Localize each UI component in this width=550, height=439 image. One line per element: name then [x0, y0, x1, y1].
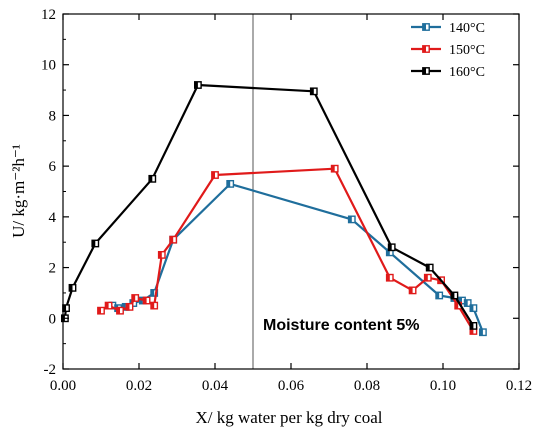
legend-label: 160°C — [449, 65, 485, 80]
data-point-fill — [451, 292, 455, 299]
x-tick-label: 0.02 — [126, 378, 152, 394]
series-line — [111, 182, 484, 333]
data-point-fill — [194, 81, 198, 89]
legend-item: 140°C — [411, 21, 485, 36]
legend-item: 160°C — [411, 65, 485, 80]
data-point-fill — [69, 284, 73, 292]
y-tick-label: -2 — [44, 362, 57, 378]
legend-marker-fill — [422, 67, 426, 75]
data-point-fill — [116, 307, 120, 314]
legend-label: 140°C — [449, 21, 485, 36]
data-point-fill — [470, 304, 474, 312]
legend-marker-fill — [422, 23, 426, 31]
data-point-fill — [211, 171, 215, 179]
data-point-fill — [409, 287, 413, 294]
data-point-fill — [479, 329, 483, 336]
x-axis-title: X/ kg water per kg dry coal — [196, 408, 383, 427]
data-point-fill — [151, 289, 155, 297]
data-point-fill — [331, 165, 335, 172]
data-point-fill — [149, 175, 153, 183]
y-tick-label: 2 — [49, 261, 57, 277]
data-point-fill — [455, 302, 459, 309]
data-point-fill — [151, 302, 155, 309]
data-point-fill — [227, 180, 231, 188]
y-tick-label: 8 — [49, 108, 57, 124]
data-point-fill — [464, 299, 468, 307]
data-point-fill — [62, 304, 67, 312]
data-point-fill — [139, 297, 143, 304]
data-point-fill — [92, 240, 96, 247]
data-point-fill — [436, 292, 440, 299]
data-point-fill — [158, 251, 162, 259]
legend-marker-fill — [422, 45, 426, 53]
x-tick-label: 0.04 — [202, 378, 229, 394]
y-tick-label: 6 — [49, 159, 57, 175]
x-tick-label: 0.10 — [430, 378, 456, 394]
series-2 — [61, 81, 478, 330]
y-tick-label: 10 — [41, 58, 56, 74]
y-tick-label: 4 — [49, 210, 57, 226]
data-point-fill — [105, 302, 109, 309]
data-point-fill — [470, 322, 474, 330]
data-point-fill — [122, 303, 126, 311]
y-tick-label: 0 — [49, 311, 57, 327]
legend-label: 150°C — [449, 43, 485, 58]
x-tick-label: 0.06 — [278, 378, 305, 394]
x-tick-label: 0.00 — [50, 378, 76, 394]
data-point-fill — [132, 294, 136, 302]
data-point-fill — [348, 216, 352, 223]
series-1 — [97, 164, 478, 335]
data-point-fill — [97, 307, 101, 314]
y-axis-title: U/ kg·m⁻²h⁻¹ — [9, 144, 28, 238]
x-tick-label: 0.08 — [354, 378, 380, 394]
y-tick-label: 12 — [41, 7, 56, 23]
data-point-fill — [426, 264, 430, 271]
data-point-fill — [170, 236, 174, 243]
data-point-fill — [470, 327, 474, 335]
moisture-annotation: Moisture content 5% — [263, 317, 419, 334]
legend-item: 150°C — [411, 43, 485, 58]
data-point-fill — [310, 88, 314, 95]
data-point-fill — [388, 244, 392, 251]
data-point-fill — [386, 274, 390, 281]
data-point-fill — [458, 297, 462, 304]
series-0 — [108, 179, 487, 337]
data-point-fill — [143, 297, 147, 304]
data-point-fill — [424, 274, 428, 281]
legend: 140°C 150°C 160°C — [411, 21, 485, 80]
data-point-fill — [126, 303, 130, 311]
x-tick-label: 0.12 — [506, 378, 532, 394]
data-point-fill — [386, 249, 390, 256]
